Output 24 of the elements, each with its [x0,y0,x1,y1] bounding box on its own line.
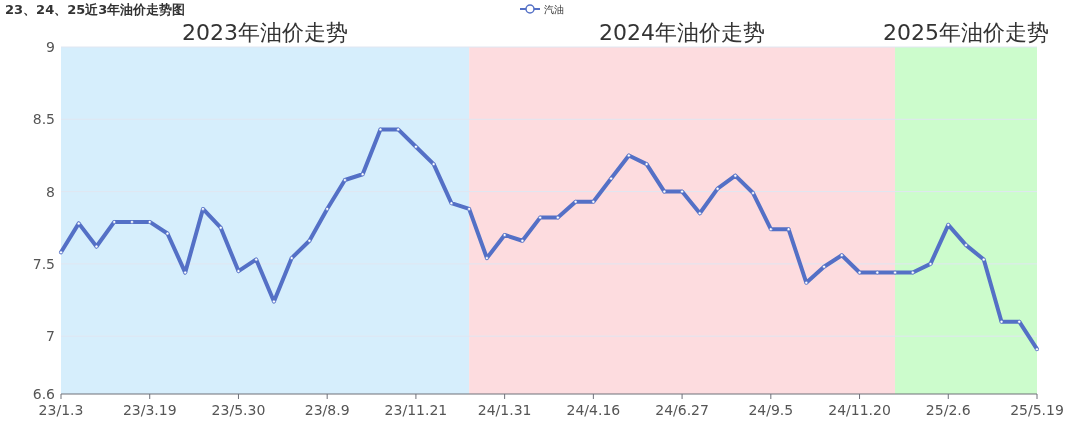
x-tick-label: 25/5.19 [1010,402,1064,418]
chart-title: 23、24、25近3年油价走势图 [5,2,186,17]
x-tick-label: 25/2.6 [925,402,971,418]
x-tick-label: 23/1.3 [38,402,84,418]
x-tick-label: 23/5.30 [211,402,266,418]
legend-label: 汽油 [544,3,564,15]
y-tick-label: 8.5 [32,111,55,128]
x-tick-label: 24/4.16 [566,402,621,418]
x-tick-label: 24/6.27 [655,402,709,418]
y-tick-label: 9 [46,39,55,55]
y-tick-label: 6.6 [32,386,56,402]
y-tick-label: 7.5 [32,255,55,272]
x-tick-label: 24/11.20 [828,402,891,418]
x-tick-label: 23/3.19 [122,402,177,418]
x-tick-label: 23/11.21 [384,402,448,418]
x-tick-label: 24/1.31 [477,402,532,418]
x-tick-label: 24/9.5 [748,402,794,418]
line-series [59,127,1039,352]
y-tick-label: 7 [46,328,55,345]
text: 2025年油价走势 [883,20,1050,45]
x-tick-label: 23/8.9 [304,402,350,418]
text: 2024年油价走势 [599,20,766,45]
y-tick-label: 8 [46,183,55,200]
text: 2023年油价走势 [182,20,349,45]
